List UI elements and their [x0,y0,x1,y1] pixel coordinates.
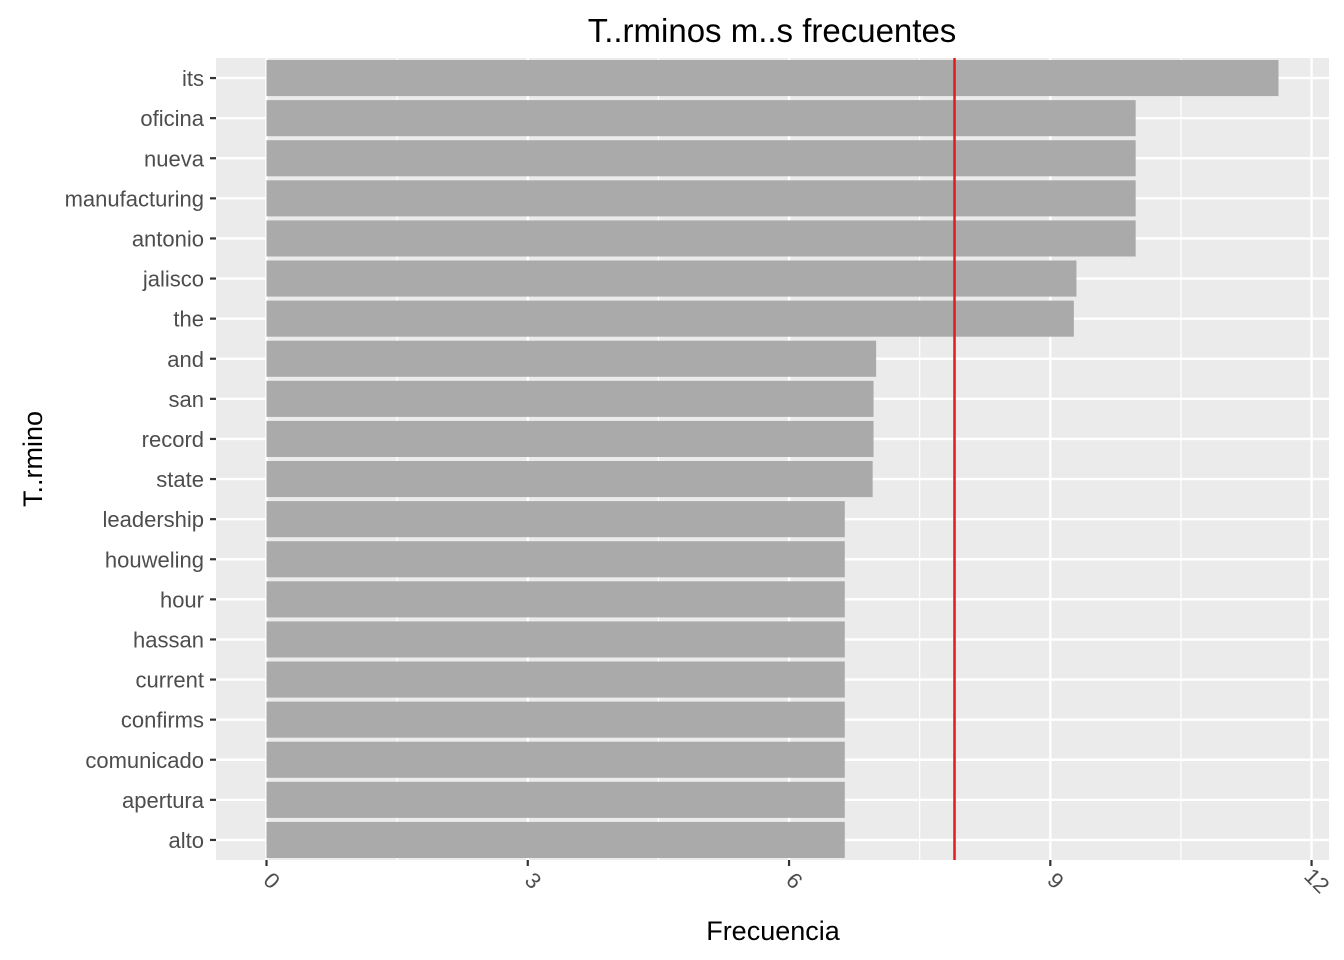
x-tick-label: 3 [520,868,546,894]
y-tick-label: current [136,668,204,693]
y-tick-label: antonio [132,226,204,251]
y-tick-label: the [173,307,204,332]
bar-apertura [266,781,845,818]
x-tick-label: 9 [1042,868,1068,894]
chart-title: T..rminos m..s frecuentes [588,12,957,49]
y-tick-label: apertura [122,788,205,813]
bar-the [266,300,1074,337]
bar-its [266,60,1279,97]
y-axis: its oficina nueva manufacturing antonio jalis… [65,66,216,853]
y-tick-label: manufacturing [65,186,204,211]
x-tick-label: 6 [781,868,807,894]
bar-record [266,420,874,457]
y-tick-label: leadership [102,507,204,532]
x-axis-title: Frecuencia [706,916,841,946]
bar-and [266,340,877,377]
x-tick-label: 0 [259,868,285,894]
y-tick-label: confirms [121,708,204,733]
plot-panel [216,58,1329,860]
bar-antonio [266,220,1136,257]
x-axis: 0 3 6 9 12 [259,860,1334,898]
x-tick-label: 12 [1299,863,1334,898]
bar-confirms [266,701,845,738]
bar-comunicado [266,741,845,778]
bar-houweling [266,541,845,578]
y-tick-label: alto [169,828,204,853]
y-tick-label: nueva [144,146,205,171]
bar-state [266,461,873,498]
y-tick-label: its [182,66,204,91]
y-tick-label: hassan [133,627,204,652]
bar-hour [266,581,845,618]
bar-san [266,380,874,417]
y-tick-label: record [142,427,204,452]
bar-current [266,661,845,698]
y-tick-label: comunicado [85,748,204,773]
bar-alto [266,821,845,858]
y-tick-label: san [169,387,204,412]
y-tick-label: jalisco [142,267,204,292]
y-tick-label: and [167,347,204,372]
bar-oficina [266,100,1136,137]
y-tick-label: hour [160,587,204,612]
bar-leadership [266,501,845,538]
y-tick-label: state [156,467,204,492]
y-tick-label: houweling [105,547,204,572]
bar-nueva [266,140,1136,177]
bar-jalisco [266,260,1077,297]
bar-hassan [266,621,845,658]
bar-manufacturing [266,180,1136,217]
bars [266,60,1279,858]
y-tick-label: oficina [140,106,204,131]
y-axis-title: T..rmino [18,411,48,507]
